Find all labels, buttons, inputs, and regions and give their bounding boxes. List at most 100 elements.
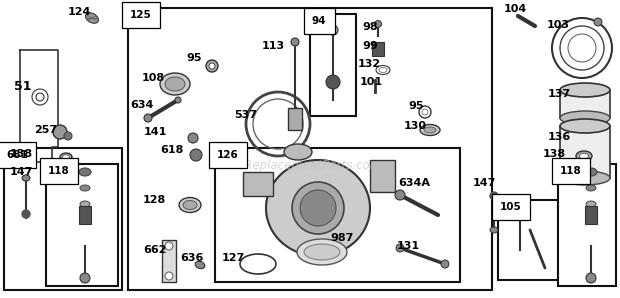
Ellipse shape	[420, 125, 440, 136]
Text: 125: 125	[130, 10, 152, 20]
Bar	[560, 90, 610, 118]
Bar	[370, 160, 395, 192]
Bar	[79, 206, 91, 224]
Text: 95: 95	[186, 53, 202, 63]
Circle shape	[165, 272, 173, 280]
Circle shape	[300, 190, 336, 226]
Ellipse shape	[304, 244, 340, 260]
Ellipse shape	[165, 77, 185, 91]
Circle shape	[175, 97, 181, 103]
Text: 147: 147	[473, 178, 497, 188]
Text: 101: 101	[360, 77, 383, 87]
Bar	[215, 148, 460, 282]
Text: 108: 108	[142, 73, 165, 83]
Text: 94: 94	[312, 16, 327, 26]
Text: 141: 141	[144, 127, 167, 137]
Ellipse shape	[63, 155, 69, 159]
Text: 634: 634	[130, 100, 153, 110]
Bar	[372, 42, 384, 56]
Text: 634A: 634A	[398, 178, 430, 188]
Circle shape	[209, 63, 215, 69]
Text: 138: 138	[543, 149, 566, 159]
Ellipse shape	[560, 119, 610, 133]
Ellipse shape	[22, 175, 30, 181]
Ellipse shape	[297, 239, 347, 265]
Text: 662: 662	[143, 245, 167, 255]
Text: 130: 130	[404, 121, 427, 131]
Text: 147: 147	[10, 167, 33, 177]
Ellipse shape	[585, 168, 597, 176]
Circle shape	[165, 242, 173, 250]
Circle shape	[441, 260, 449, 268]
Text: 51: 51	[14, 80, 32, 94]
Circle shape	[326, 75, 340, 89]
Ellipse shape	[195, 261, 205, 269]
Circle shape	[206, 60, 218, 72]
Circle shape	[291, 38, 299, 46]
Circle shape	[144, 114, 152, 122]
Bar	[310, 14, 356, 116]
Circle shape	[328, 25, 338, 35]
Ellipse shape	[183, 201, 197, 209]
Circle shape	[32, 89, 48, 105]
Text: 987: 987	[330, 233, 353, 243]
Ellipse shape	[80, 201, 90, 207]
Ellipse shape	[490, 227, 498, 233]
Text: 618: 618	[160, 145, 184, 155]
Ellipse shape	[560, 111, 610, 125]
Circle shape	[490, 192, 498, 200]
Text: eReplacementParts.com: eReplacementParts.com	[238, 159, 382, 172]
Text: 132: 132	[358, 59, 381, 69]
Bar	[162, 240, 176, 282]
Circle shape	[515, 207, 525, 217]
Text: 118: 118	[48, 166, 69, 176]
Circle shape	[374, 21, 381, 27]
Bar	[128, 8, 492, 290]
Bar	[498, 200, 558, 280]
Ellipse shape	[586, 185, 596, 191]
Ellipse shape	[284, 144, 312, 160]
Text: 138: 138	[10, 149, 33, 159]
Circle shape	[22, 210, 30, 218]
Text: 136: 136	[548, 132, 571, 142]
Ellipse shape	[266, 160, 370, 256]
Text: 105: 105	[500, 202, 522, 212]
Text: 127: 127	[222, 253, 246, 263]
Ellipse shape	[86, 13, 99, 23]
Ellipse shape	[424, 127, 436, 133]
Bar	[4, 148, 122, 290]
Circle shape	[594, 18, 602, 26]
Ellipse shape	[160, 73, 190, 95]
Text: 257: 257	[34, 125, 57, 135]
Text: 95: 95	[408, 101, 423, 111]
Ellipse shape	[60, 153, 72, 161]
Text: 636: 636	[180, 253, 203, 263]
Circle shape	[586, 273, 596, 283]
Circle shape	[396, 244, 404, 252]
Text: 103: 103	[547, 20, 570, 30]
Text: 681: 681	[6, 150, 28, 160]
Ellipse shape	[79, 168, 91, 176]
Bar	[558, 164, 616, 286]
Ellipse shape	[576, 151, 592, 161]
Text: 98: 98	[362, 22, 378, 32]
Text: 99: 99	[362, 41, 378, 51]
Circle shape	[188, 133, 198, 143]
Circle shape	[80, 273, 90, 283]
Ellipse shape	[580, 153, 588, 159]
Text: 128: 128	[143, 195, 166, 205]
Text: 126: 126	[217, 150, 239, 160]
Bar	[46, 164, 118, 286]
Bar	[560, 126, 610, 178]
Circle shape	[190, 149, 202, 161]
Bar	[243, 172, 273, 196]
Ellipse shape	[80, 185, 90, 191]
Ellipse shape	[560, 171, 610, 185]
Text: 124: 124	[68, 7, 91, 17]
Circle shape	[53, 125, 67, 139]
Circle shape	[395, 190, 405, 200]
Bar	[288, 108, 302, 130]
Text: 137: 137	[548, 89, 571, 99]
Ellipse shape	[179, 198, 201, 212]
Text: 113: 113	[262, 41, 285, 51]
